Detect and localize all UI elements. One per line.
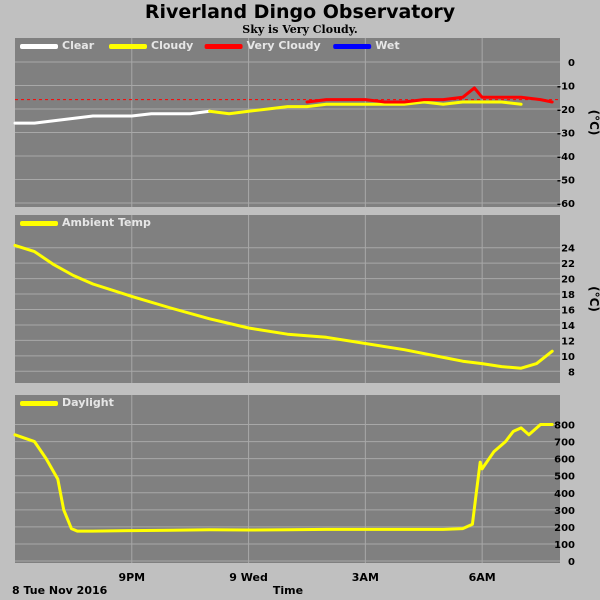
series-line-cloudy [208, 100, 523, 116]
series-line-clear [13, 109, 212, 125]
chart-subtitle: Sky is Very Cloudy. [242, 23, 357, 36]
series-line-very-cloudy [305, 86, 554, 104]
y-tick-label: -60 [557, 199, 575, 210]
x-tick-label: 9 Wed [229, 571, 268, 584]
y-axis-label: (°C) [587, 286, 600, 312]
y-tick-label: 700 [554, 438, 575, 449]
legend-swatch-daylight [20, 401, 58, 406]
chart-title: Riverland Dingo Observatory [145, 1, 456, 23]
series-line-ambient-temp [13, 243, 554, 370]
x-axis-label: Time [273, 584, 303, 597]
y-tick-label: 10 [561, 352, 575, 363]
x-tick-label: 3AM [352, 571, 379, 584]
legend-swatch-very-cloudy [204, 44, 243, 49]
series-line-daylight [13, 423, 554, 533]
x-tick-label: 9PM [118, 571, 145, 584]
plot-area [15, 38, 560, 207]
y-tick-label: 18 [561, 290, 575, 301]
daylight-panel: 0 100 200 300 400 500 600 700 800 Daylight [13, 395, 575, 568]
legend-swatch-clear [20, 44, 58, 49]
y-tick-label: 0 [568, 58, 575, 69]
sky-temperature-panel: 0 -10 -20 -30 -40 -50 -60 (°C) Clear Cloudy Very C… [13, 38, 600, 210]
y-tick-label: 16 [561, 306, 575, 317]
y-tick-label: 500 [554, 472, 575, 483]
y-tick-label: -10 [557, 82, 575, 93]
legend-label-wet: Wet [375, 39, 399, 52]
y-tick-label: 24 [561, 244, 575, 255]
y-tick-label: 12 [561, 336, 575, 347]
y-tick-label: 0 [568, 557, 575, 568]
legend-swatch-ambient-temp [20, 221, 58, 226]
y-tick-label: 600 [554, 455, 575, 466]
y-axis-label: (°C) [587, 110, 600, 136]
plot-area [15, 215, 560, 383]
legend-label-clear: Clear [62, 39, 95, 52]
y-tick-label: 300 [554, 506, 575, 517]
x-tick-label: 6AM [469, 571, 496, 584]
y-tick-label: -30 [557, 129, 575, 140]
y-tick-label: 22 [561, 259, 575, 270]
y-tick-label: 200 [554, 523, 575, 534]
legend-swatch-wet [333, 44, 372, 49]
legend-label-cloudy: Cloudy [151, 39, 193, 52]
legend-label-ambient-temp: Ambient Temp [62, 216, 151, 229]
time-axis: 9PM 9 Wed 3AM 6AM [118, 571, 495, 584]
y-tick-label: 400 [554, 489, 575, 500]
y-tick-label: 14 [561, 321, 575, 332]
y-tick-label: -20 [557, 105, 575, 116]
date-label: 8 Tue Nov 2016 [12, 584, 108, 597]
y-tick-label: 20 [561, 275, 575, 286]
legend-label-very-cloudy: Very Cloudy [247, 39, 321, 52]
legend-label-daylight: Daylight [62, 396, 114, 409]
plot-area [15, 395, 560, 563]
y-tick-label: 8 [568, 367, 575, 378]
y-tick-label: -40 [557, 152, 575, 163]
y-tick-label: -50 [557, 176, 575, 187]
y-tick-label: 800 [554, 421, 575, 432]
y-tick-label: 100 [554, 540, 575, 551]
ambient-temp-panel: 8 10 12 14 16 18 20 22 24 (°C) Ambient Temp [13, 215, 600, 383]
legend-swatch-cloudy [109, 44, 147, 49]
